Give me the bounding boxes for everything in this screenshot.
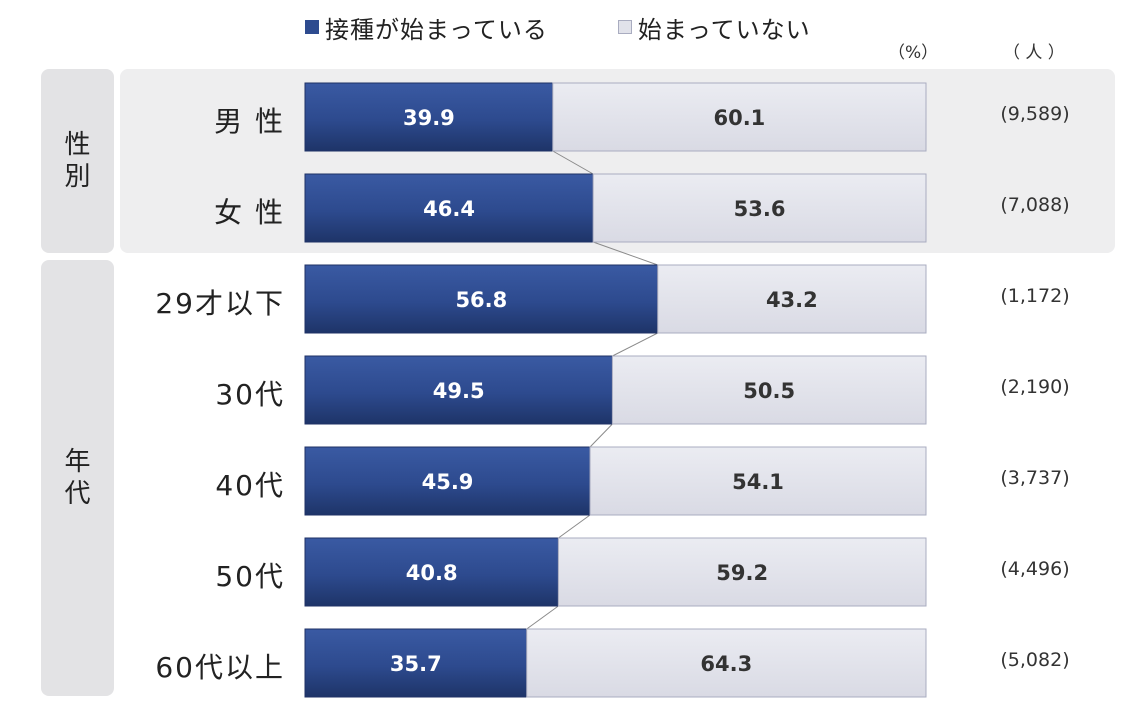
category-label: 30代 bbox=[215, 378, 285, 411]
percent-unit-label: （%） bbox=[888, 43, 939, 63]
bar-started bbox=[304, 82, 554, 152]
data-label-started: 45.9 bbox=[422, 470, 474, 494]
people-unit-label: （ 人 ） bbox=[1003, 43, 1065, 63]
group-label-char: 別 bbox=[64, 162, 91, 192]
legend-swatch-started bbox=[305, 20, 319, 34]
sample-size-label: (9,589) bbox=[1000, 103, 1070, 125]
legend-label-not-started: 始まっていない bbox=[637, 15, 811, 44]
data-label-not-started: 50.5 bbox=[743, 379, 795, 403]
category-label: 50代 bbox=[215, 560, 285, 593]
group-label-char: 代 bbox=[64, 479, 91, 509]
series-connector-line bbox=[592, 241, 658, 266]
category-label: 男 性 bbox=[214, 105, 285, 138]
category-label: 60代以上 bbox=[155, 651, 285, 684]
category-label: 29才以下 bbox=[155, 287, 285, 320]
data-label-started: 49.5 bbox=[433, 379, 485, 403]
group-label-gender: 性 別 bbox=[41, 69, 114, 253]
data-label-not-started: 54.1 bbox=[732, 470, 784, 494]
data-label-not-started: 59.2 bbox=[716, 561, 768, 585]
series-connector-line bbox=[612, 332, 658, 357]
data-label-started: 46.4 bbox=[423, 197, 475, 221]
data-label-not-started: 43.2 bbox=[766, 288, 818, 312]
data-label-started: 35.7 bbox=[390, 652, 442, 676]
category-label: 女 性 bbox=[214, 196, 285, 229]
data-label-not-started: 60.1 bbox=[713, 106, 765, 130]
data-label-not-started: 64.3 bbox=[700, 652, 752, 676]
group-label-char: 性 bbox=[64, 130, 91, 160]
bar-started bbox=[304, 537, 559, 607]
legend-item-not-started: 始まっていない bbox=[617, 10, 811, 45]
bar-not-started bbox=[552, 82, 927, 152]
bar-started bbox=[304, 355, 613, 425]
series-connector-line bbox=[552, 150, 594, 175]
data-label-started: 40.8 bbox=[406, 561, 458, 585]
bar-not-started bbox=[526, 628, 927, 698]
bar-not-started bbox=[611, 355, 927, 425]
series-connector-line bbox=[589, 423, 613, 448]
sample-size-label: (7,088) bbox=[1000, 194, 1070, 216]
sample-size-label: (5,082) bbox=[1000, 649, 1070, 671]
data-label-not-started: 53.6 bbox=[734, 197, 786, 221]
bar-not-started bbox=[592, 173, 927, 243]
legend-swatch-not-started bbox=[617, 20, 632, 34]
category-label: 40代 bbox=[215, 469, 285, 502]
data-label-started: 39.9 bbox=[403, 106, 455, 130]
sample-size-label: (2,190) bbox=[1000, 376, 1070, 398]
bar-started bbox=[304, 446, 591, 516]
sample-size-label: (3,737) bbox=[1000, 467, 1070, 489]
series-connector-line bbox=[526, 605, 559, 630]
bar-not-started bbox=[589, 446, 927, 516]
bar-not-started bbox=[557, 537, 927, 607]
bar-started bbox=[304, 173, 594, 243]
data-label-started: 56.8 bbox=[455, 288, 507, 312]
series-connector-line bbox=[558, 514, 591, 539]
sample-size-label: (4,496) bbox=[1000, 558, 1070, 580]
group-label-age: 年 代 bbox=[41, 260, 114, 696]
group-label-char: 年 bbox=[64, 447, 91, 477]
legend-item-started: 接種が始まっている bbox=[305, 10, 548, 45]
sample-size-label: (1,172) bbox=[1000, 285, 1070, 307]
legend-label-started: 接種が始まっている bbox=[325, 15, 548, 44]
chart-legend: 接種が始まっている 始まっていない bbox=[305, 10, 881, 44]
bar-started bbox=[304, 264, 659, 334]
bar-not-started bbox=[657, 264, 927, 334]
